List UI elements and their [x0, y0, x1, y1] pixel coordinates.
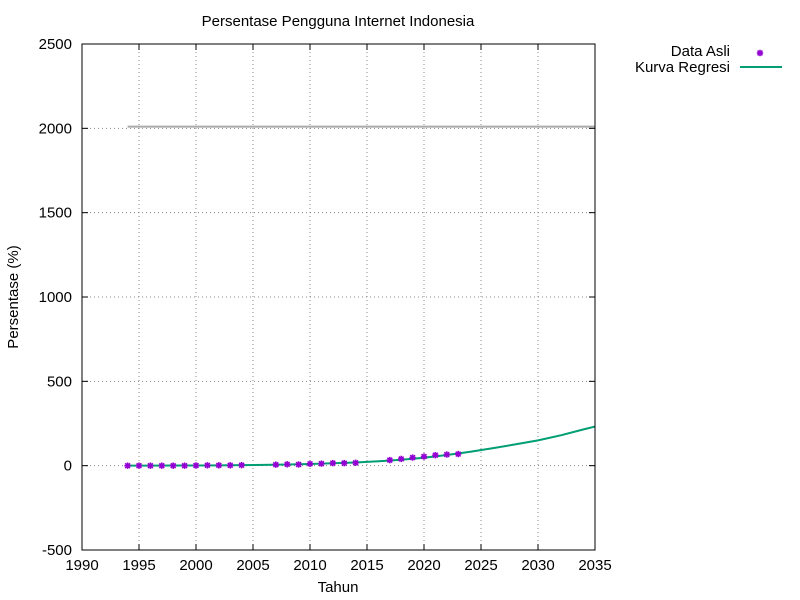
data-point [432, 452, 439, 459]
data-point [215, 462, 222, 469]
data-point [386, 456, 393, 464]
data-point [272, 461, 279, 468]
chart-title: Persentase Pengguna Internet Indonesia [202, 13, 475, 30]
data-point [158, 462, 165, 469]
y-tick-label: 2000 [39, 120, 72, 137]
x-tick-label: 1995 [122, 557, 155, 574]
data-point [443, 451, 450, 458]
y-axis-label: Persentase (%) [5, 245, 22, 348]
x-tick-label: 2005 [236, 557, 269, 574]
data-point [398, 455, 405, 463]
x-tick-label: 2020 [407, 557, 440, 574]
x-tick-label: 2030 [521, 557, 554, 574]
data-point [238, 461, 245, 469]
x-tick-label: 2015 [350, 557, 383, 574]
data-point [318, 460, 325, 467]
x-tick-label: 2000 [179, 557, 212, 574]
x-tick-label: 2010 [293, 557, 326, 574]
data-point [455, 450, 462, 458]
data-point [329, 459, 336, 467]
data-point [147, 462, 154, 469]
y-tick-label: -500 [42, 542, 72, 559]
y-tick-label: 0 [64, 458, 72, 475]
data-point [284, 461, 291, 468]
data-point [181, 462, 188, 469]
data-point [352, 459, 359, 466]
data-point [420, 453, 428, 460]
legend-marker-data-asli [756, 49, 764, 57]
y-tick-label: 1500 [39, 205, 72, 222]
x-tick-label: 1990 [65, 557, 98, 574]
x-tick-label: 2025 [464, 557, 497, 574]
legend-label-kurva-regresi: Kurva Regresi [635, 59, 730, 76]
series-line-kurva-regresi [127, 425, 596, 467]
grid [82, 44, 595, 550]
legend-star [756, 49, 764, 57]
series-layer [124, 425, 596, 469]
x-axis-label: Tahun [318, 579, 359, 596]
data-point [192, 462, 200, 469]
data-point [295, 461, 302, 468]
legend: Data Asli Kurva Regresi [635, 43, 782, 76]
data-point [409, 454, 416, 461]
data-point [124, 462, 131, 469]
data-point [135, 462, 143, 469]
axis-ticks: 1990 1995 2000 2005 2010 2015 2020 2025 2030 2035… [39, 36, 612, 574]
data-point [204, 462, 211, 469]
y-tick-label: 2500 [39, 36, 72, 53]
y-tick-label: 1000 [39, 289, 72, 306]
data-point [227, 462, 234, 469]
x-tick-label: 2035 [578, 557, 611, 574]
legend-label-data-asli: Data Asli [671, 43, 730, 60]
y-tick-label: 500 [47, 373, 72, 390]
data-point [341, 459, 348, 467]
data-point [306, 460, 314, 468]
data-point [170, 462, 177, 469]
